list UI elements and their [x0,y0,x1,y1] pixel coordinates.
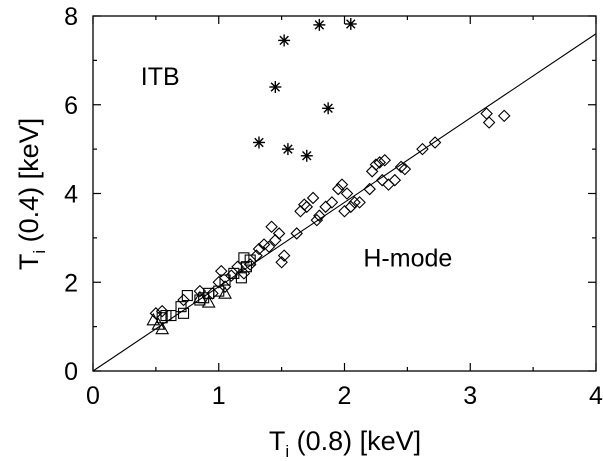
square-marker [228,267,240,279]
y-axis-label-subscript: i [30,250,49,254]
asterisk-marker [269,81,282,93]
diamond-marker [378,153,392,167]
asterisk-marker [278,34,291,47]
diamond-marker [331,182,345,196]
y-tick-label: 6 [64,92,78,120]
diamond-marker [348,196,361,209]
diamond-marker [388,173,402,187]
diamond-marker [294,204,307,218]
annotation-itb: ITB [141,63,180,91]
y-tick-label: 8 [64,3,78,31]
diamond-marker [313,209,326,222]
asterisk-marker [313,18,326,31]
asterisk-marker [344,17,357,30]
diamond-marker [262,240,276,254]
diamond-marker [344,200,358,214]
asterisk-stroke [279,35,289,46]
x-tick-label: 4 [589,382,603,410]
y-tick-label: 2 [64,269,78,297]
diamond-marker [306,191,320,205]
asterisk-marker [281,143,294,156]
diamond-marker [214,264,228,278]
annotation-h-mode: H-mode [363,245,452,273]
diamond-marker [319,200,332,214]
x-axis-label-main: T [269,426,286,456]
asterisk-stroke [270,82,281,92]
diamond-marker [300,200,314,214]
asterisk-stroke [346,19,356,29]
y-axis-label: Ti (0.4) [keV] [14,118,49,270]
diamond-marker [272,227,286,240]
x-tick-label: 3 [463,382,477,410]
diamond-marker [177,293,190,307]
plot-area [92,15,597,372]
diamond-marker [325,196,339,209]
diamond-marker [265,220,278,234]
diamond-marker [363,182,376,196]
diamond-marker [394,160,408,174]
square-marker [213,285,225,297]
asterisk-stroke [302,151,312,161]
y-tick-label: 4 [64,181,78,209]
square-marker [235,272,247,284]
y-axis-label-rest: (0.4) [keV] [14,118,44,250]
square-marker [177,307,190,319]
square-marker [181,290,193,302]
diamond-marker [482,116,496,129]
diamond-marker [340,187,354,200]
asterisk-stroke [314,20,325,30]
diamond-marker [416,142,429,156]
square-marker [219,274,231,286]
asterisk-stroke [323,103,333,114]
triangle-marker [218,286,232,299]
reference-line [92,33,597,372]
y-tick-label: 0 [64,358,78,386]
x-tick-label: 2 [338,382,352,410]
y-tick-labels: 0 2 4 6 8 [64,3,78,386]
axis-ticks [92,15,597,372]
x-tick-label: 1 [212,382,226,410]
diamond-marker [310,213,324,227]
square-marker [244,254,256,266]
diamond-marker [290,227,303,240]
diamond-marker [428,136,442,149]
square-marker [175,301,187,313]
triangle-marker [201,295,216,308]
y-axis-label-group: Ti (0.4) [keV] [14,118,49,270]
diamond-marker [373,156,386,169]
asterisk-stroke [254,137,264,148]
asterisk-marker [300,149,313,162]
x-tick-label: 0 [86,382,100,410]
diamond-marker [382,178,395,191]
asterisk-marker [322,102,335,115]
square-marker [238,252,250,264]
square-marker [240,261,252,273]
diamond-marker [155,304,169,318]
diamond-marker [277,249,291,262]
x-axis-label-rest: (0.8) [keV] [289,426,421,456]
diamond-marker [365,165,379,178]
diamond-marker [335,178,349,191]
triangle-marker [146,312,161,326]
asterisk-marker [252,136,265,149]
x-axis-label: Ti (0.8) [keV] [269,426,421,461]
diamond-marker [497,109,511,123]
diamond-marker [252,242,266,256]
y-axis-label-main: T [14,254,44,271]
diamond-marker [398,162,412,176]
square-marker [165,309,177,322]
x-axis-label-subscript: i [285,442,289,461]
asterisk-stroke [283,144,293,154]
diamond-marker [225,269,238,282]
diamond-marker [212,275,226,289]
diamond-marker [353,196,366,209]
diamond-marker [375,173,389,187]
diamond-marker [338,204,351,218]
triangle-marker [192,290,207,304]
diamond-marker [369,158,383,171]
x-tick-labels: 0 1 2 3 4 [86,382,603,410]
data-markers [146,17,511,335]
triangle-marker [155,321,170,335]
